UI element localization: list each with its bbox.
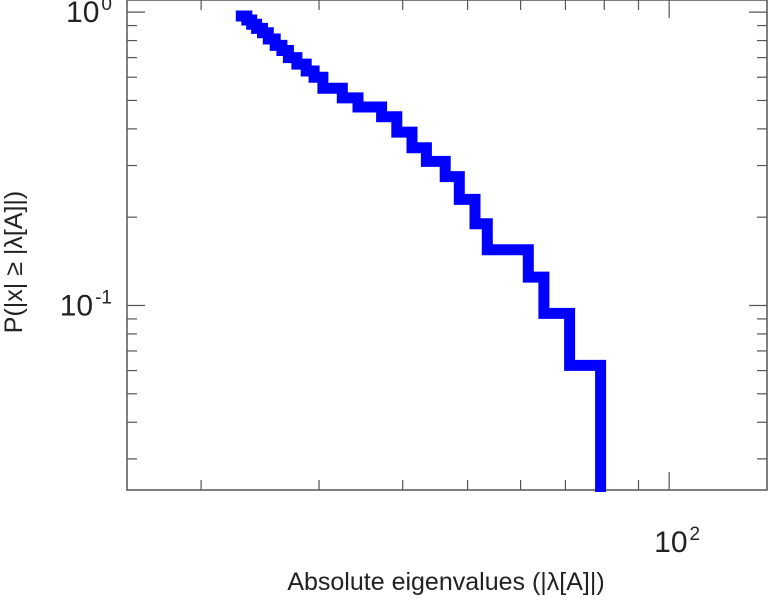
y-tick-label-base: 10 — [66, 0, 99, 29]
x-tick-label: 10 2 — [654, 524, 700, 559]
axis-ticks — [127, 0, 767, 490]
plot-frame — [126, 0, 768, 491]
y-tick-label: 10 0 — [66, 0, 112, 29]
y-tick-label: 10 -1 — [60, 287, 112, 322]
tick-labels: 10 010 -110 2 — [60, 0, 700, 559]
x-tick-label-base: 10 — [654, 526, 687, 559]
y-axis-title: P(|x| ≥ |λ[A]|) — [0, 191, 28, 333]
x-tick-label-exponent: 2 — [690, 524, 701, 545]
y-tick-label-exponent: 0 — [101, 0, 112, 15]
x-axis-title: Absolute eigenvalues (|λ[A]|) — [287, 568, 604, 596]
y-tick-label-exponent: -1 — [95, 287, 112, 308]
y-tick-label-base: 10 — [60, 289, 93, 322]
series-line — [235, 10, 607, 492]
